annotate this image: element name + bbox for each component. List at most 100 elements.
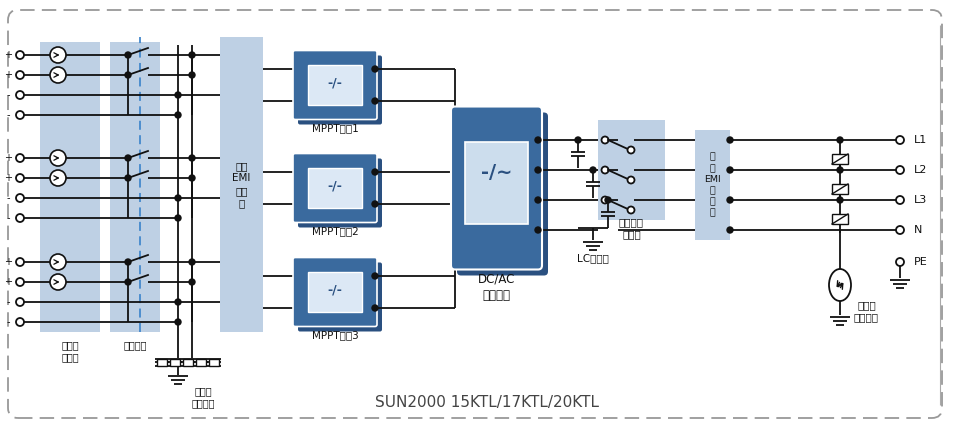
Circle shape [895,196,903,204]
FancyBboxPatch shape [209,359,219,366]
Circle shape [372,273,377,279]
Text: -: - [7,213,10,223]
Text: -: - [7,317,10,327]
FancyBboxPatch shape [451,107,541,270]
Circle shape [372,201,377,207]
Circle shape [535,137,540,143]
Text: 直流浪
涌保护器: 直流浪 涌保护器 [192,386,215,408]
Text: MPPT电路2: MPPT电路2 [312,227,358,237]
Circle shape [589,167,596,173]
Text: DC/AC
逆变电路: DC/AC 逆变电路 [477,273,515,302]
Circle shape [627,147,634,154]
Circle shape [16,214,24,222]
Circle shape [575,137,580,143]
Circle shape [372,98,377,104]
Circle shape [372,305,377,311]
Circle shape [895,226,903,234]
FancyBboxPatch shape [308,65,361,105]
Text: +: + [4,153,12,163]
Circle shape [372,169,377,175]
Text: 交流浪
涌保护器: 交流浪 涌保护器 [853,300,878,322]
FancyBboxPatch shape [110,42,160,332]
Circle shape [189,279,194,285]
Text: SUN2000 15KTL/17KTL/20KTL: SUN2000 15KTL/17KTL/20KTL [375,394,598,409]
Text: L1: L1 [913,135,926,145]
Circle shape [726,167,732,173]
Circle shape [174,299,181,305]
Circle shape [125,259,131,265]
Circle shape [189,155,194,161]
Circle shape [535,197,540,203]
Text: MPPT电路1: MPPT电路1 [312,123,358,133]
FancyBboxPatch shape [157,359,167,366]
Circle shape [16,154,24,162]
Text: -/-: -/- [327,283,342,297]
Circle shape [16,111,24,119]
Text: -: - [7,90,10,100]
FancyBboxPatch shape [293,154,376,222]
FancyBboxPatch shape [297,262,381,332]
Text: PE: PE [913,257,926,267]
Text: -/∼: -/∼ [480,163,512,182]
Text: -: - [7,297,10,307]
Text: +: + [4,257,12,267]
Circle shape [174,215,181,221]
Text: 输入
EMI
滤波
器: 输入 EMI 滤波 器 [233,161,251,208]
FancyBboxPatch shape [293,50,376,120]
FancyBboxPatch shape [40,42,100,332]
FancyBboxPatch shape [195,359,206,366]
Circle shape [16,318,24,326]
Circle shape [726,227,732,233]
Circle shape [836,137,842,143]
Circle shape [836,197,842,203]
Circle shape [174,195,181,201]
FancyBboxPatch shape [8,10,941,418]
Circle shape [125,155,131,161]
Circle shape [50,67,66,83]
Circle shape [50,150,66,166]
FancyBboxPatch shape [831,214,847,224]
Circle shape [16,174,24,182]
Text: N: N [913,225,922,235]
Circle shape [16,194,24,202]
Circle shape [16,51,24,59]
Circle shape [16,91,24,99]
Circle shape [726,197,732,203]
Circle shape [726,137,732,143]
Circle shape [601,197,608,203]
FancyBboxPatch shape [297,55,381,125]
Circle shape [174,92,181,98]
FancyBboxPatch shape [831,154,847,164]
Text: 输入电
流检测: 输入电 流检测 [61,340,79,362]
Circle shape [125,175,131,181]
Text: L3: L3 [913,195,926,205]
Circle shape [50,170,66,186]
Circle shape [125,279,131,285]
FancyBboxPatch shape [170,359,180,366]
FancyBboxPatch shape [464,142,528,224]
Text: +: + [4,277,12,287]
Text: 直流开关: 直流开关 [123,340,147,350]
FancyBboxPatch shape [308,168,361,208]
Circle shape [174,319,181,325]
Circle shape [372,66,377,72]
Circle shape [601,136,608,144]
Circle shape [50,274,66,290]
FancyBboxPatch shape [297,159,381,227]
Circle shape [16,258,24,266]
Circle shape [50,47,66,63]
Circle shape [604,197,610,203]
Circle shape [189,259,194,265]
Text: 输
出
EMI
滤
波
器: 输 出 EMI 滤 波 器 [703,153,720,217]
Circle shape [895,136,903,144]
Circle shape [125,52,131,58]
Text: L2: L2 [913,165,926,175]
FancyBboxPatch shape [220,37,263,332]
Circle shape [836,167,842,173]
Circle shape [174,112,181,118]
Circle shape [16,298,24,306]
Circle shape [50,254,66,270]
FancyBboxPatch shape [183,359,193,366]
Text: -/-: -/- [327,179,342,193]
Ellipse shape [828,269,850,301]
